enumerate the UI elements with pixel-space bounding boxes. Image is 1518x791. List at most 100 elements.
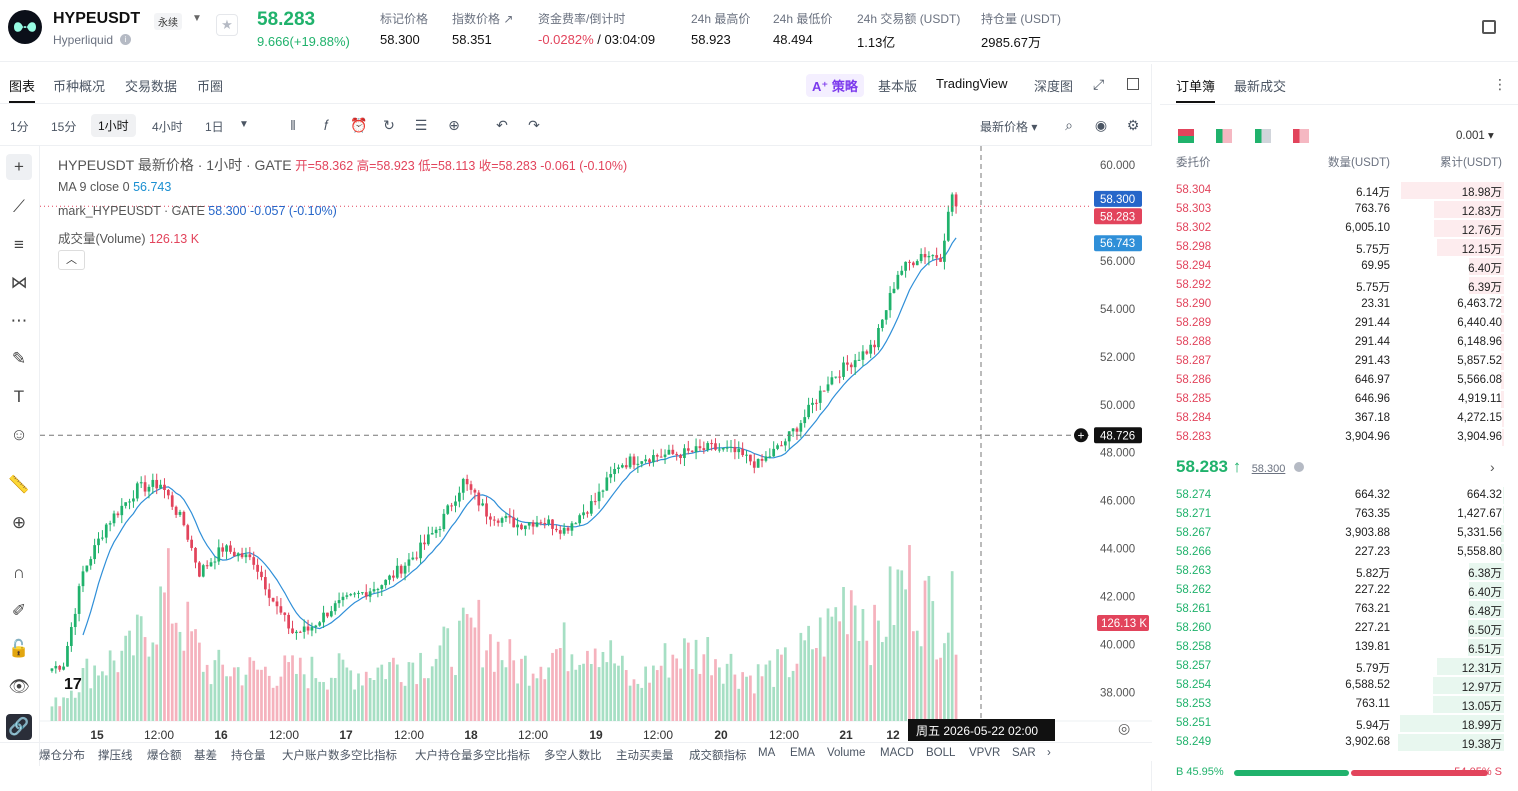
- pattern-icon[interactable]: ⋈: [10, 273, 28, 292]
- indicator-item[interactable]: EMA: [790, 747, 815, 759]
- indicators-icon[interactable]: 𝑓: [323, 117, 329, 133]
- ask-row[interactable]: 58.294 69.95 6.40万: [1160, 257, 1518, 276]
- bid-row[interactable]: 58.260 227.21 6.50万: [1160, 619, 1518, 638]
- indicator-item[interactable]: VPVR: [969, 747, 1001, 759]
- more-options-icon[interactable]: ⋮: [1493, 76, 1507, 92]
- mid-price-row[interactable]: 58.283 ↑ 58.300: [1176, 457, 1304, 477]
- template-icon[interactable]: ☰: [414, 117, 428, 133]
- ask-row[interactable]: 58.298 5.75万 12.15万: [1160, 238, 1518, 257]
- replay-icon[interactable]: ↻: [383, 117, 395, 133]
- gear-icon[interactable]: ⚙: [1126, 117, 1140, 133]
- tab-trading-data[interactable]: 交易数据: [125, 79, 178, 94]
- bid-row[interactable]: 58.274 664.32 664.32: [1160, 486, 1518, 505]
- chevron-down-icon[interactable]: ▼: [192, 13, 202, 24]
- ask-row[interactable]: 58.290 23.31 6,463.72: [1160, 295, 1518, 314]
- tab-order-book[interactable]: 订单簿: [1176, 76, 1216, 103]
- indicator-item[interactable]: 主动买卖量: [616, 750, 674, 762]
- add-indicator-icon[interactable]: ⊕: [448, 117, 460, 133]
- tab-depth-chart[interactable]: 深度图: [1034, 79, 1074, 94]
- tab-coin-circle[interactable]: 币圈: [197, 79, 224, 94]
- bid-row[interactable]: 58.258 139.81 6.51万: [1160, 638, 1518, 657]
- zoom-in-icon[interactable]: ⊕: [11, 513, 27, 532]
- bid-row[interactable]: 58.253 763.11 13.05万: [1160, 695, 1518, 714]
- lock-draw-icon[interactable]: ✐: [11, 601, 27, 620]
- timeframe-1m[interactable]: 1分: [10, 120, 29, 134]
- indicator-item[interactable]: 大户持仓量多空比指标: [415, 750, 530, 762]
- indicator-item[interactable]: 多空人数比: [544, 750, 602, 762]
- bid-row[interactable]: 58.254 6,588.52 12.97万: [1160, 676, 1518, 695]
- ask-row[interactable]: 58.302 6,005.10 12.76万: [1160, 219, 1518, 238]
- indicator-item[interactable]: 大户账户数多空比指标: [282, 750, 397, 762]
- bid-row[interactable]: 58.266 227.23 5,558.80: [1160, 543, 1518, 562]
- asks-only-mode-icon[interactable]: [1254, 128, 1271, 143]
- timeframe-4h[interactable]: 4小时: [152, 120, 183, 134]
- camera-icon[interactable]: ◉: [1094, 117, 1108, 133]
- tab-coin-overview[interactable]: 币种概况: [53, 79, 106, 94]
- magnet-icon[interactable]: ∩: [12, 563, 26, 582]
- ask-row[interactable]: 58.292 5.75万 6.39万: [1160, 276, 1518, 295]
- bid-row[interactable]: 58.251 5.94万 18.99万: [1160, 714, 1518, 733]
- timeframe-1h[interactable]: 1小时: [91, 114, 136, 137]
- window-icon[interactable]: [1127, 78, 1139, 90]
- trend-line-icon[interactable]: ⟋: [13, 197, 25, 216]
- price-source-select[interactable]: 最新价格 ▾: [980, 120, 1038, 134]
- undo-icon[interactable]: ↶: [496, 117, 508, 133]
- indicator-item[interactable]: 持仓量: [231, 750, 266, 762]
- bid-row[interactable]: 58.267 3,903.88 5,331.56: [1160, 524, 1518, 543]
- collapse-legend-icon[interactable]: ︿: [58, 250, 85, 270]
- chevron-down-icon[interactable]: ▼: [239, 119, 249, 130]
- ask-row[interactable]: 58.283 3,904.96 3,904.96: [1160, 428, 1518, 447]
- bid-row[interactable]: 58.249 3,902.68 19.38万: [1160, 733, 1518, 752]
- ai-strategy-button[interactable]: A⁺ 策略: [806, 74, 864, 97]
- link-icon[interactable]: 🔗: [6, 714, 32, 740]
- ask-row[interactable]: 58.289 291.44 6,440.40: [1160, 314, 1518, 333]
- ask-row[interactable]: 58.286 646.97 5,566.08: [1160, 371, 1518, 390]
- tab-chart[interactable]: 图表: [9, 76, 36, 103]
- indicator-item[interactable]: 爆仓分布: [39, 750, 85, 762]
- bids-only-mode-icon[interactable]: [1216, 128, 1233, 143]
- search-icon[interactable]: ⌕: [1065, 117, 1073, 133]
- chart-settings-icon[interactable]: ◎: [1118, 720, 1131, 736]
- symbol-title[interactable]: HYPEUSDT: [53, 10, 141, 27]
- book-icon[interactable]: [1482, 20, 1496, 34]
- indicator-item[interactable]: MA: [758, 747, 776, 759]
- fib-icon[interactable]: ≡: [14, 235, 24, 254]
- bid-row[interactable]: 58.261 763.21 6.48万: [1160, 600, 1518, 619]
- ask-row[interactable]: 58.287 291.43 5,857.52: [1160, 352, 1518, 371]
- indicator-item[interactable]: BOLL: [926, 747, 956, 759]
- precision-select[interactable]: 0.001 ▾: [1456, 130, 1494, 142]
- indicator-item[interactable]: Volume: [827, 747, 866, 759]
- crosshair-icon[interactable]: +: [6, 154, 32, 180]
- bid-row[interactable]: 58.257 5.79万 12.31万: [1160, 657, 1518, 676]
- favorite-star-icon[interactable]: ★: [216, 14, 238, 36]
- lock-icon[interactable]: 🔓: [8, 639, 30, 658]
- eye-icon[interactable]: 👁: [8, 677, 30, 696]
- indicator-item[interactable]: 撑压线: [98, 750, 133, 762]
- indicator-item[interactable]: SAR: [1012, 747, 1036, 759]
- chevron-right-icon[interactable]: ›: [1490, 459, 1495, 475]
- ask-row[interactable]: 58.288 291.44 6,148.96: [1160, 333, 1518, 352]
- expand-icon[interactable]: ⤢: [1093, 76, 1105, 92]
- timeframe-15m[interactable]: 15分: [51, 120, 77, 134]
- indicator-item[interactable]: 基差: [194, 750, 217, 762]
- ask-row[interactable]: 58.303 763.76 12.83万: [1160, 200, 1518, 219]
- emoji-icon[interactable]: ☺: [10, 425, 28, 444]
- redo-icon[interactable]: ↷: [528, 117, 540, 133]
- ask-row[interactable]: 58.285 646.96 4,919.11: [1160, 390, 1518, 409]
- chart-canvas[interactable]: 60.00058.00056.00054.00052.00050.00048.0…: [40, 146, 1152, 761]
- indicator-item[interactable]: 爆仓额: [147, 750, 182, 762]
- info-icon[interactable]: i: [120, 34, 131, 45]
- measure-lines-icon[interactable]: ⋯: [10, 311, 28, 330]
- bid-row[interactable]: 58.271 763.35 1,427.67: [1160, 505, 1518, 524]
- depth-mode-icon[interactable]: [1293, 128, 1310, 143]
- text-icon[interactable]: T: [13, 387, 25, 406]
- indicator-item[interactable]: 成交额指标: [689, 750, 747, 762]
- indicator-item[interactable]: MACD: [880, 747, 914, 759]
- tab-tradingview[interactable]: TradingView: [936, 76, 1008, 91]
- alert-icon[interactable]: ⏰: [350, 117, 368, 133]
- ruler-icon[interactable]: 📏: [8, 475, 30, 494]
- bid-row[interactable]: 58.262 227.22 6.40万: [1160, 581, 1518, 600]
- price-chart[interactable]: 60.00058.00056.00054.00052.00050.00048.0…: [40, 146, 1152, 761]
- candle-type-icon[interactable]: 𝍪: [290, 117, 296, 133]
- ask-row[interactable]: 58.304 6.14万 18.98万: [1160, 181, 1518, 200]
